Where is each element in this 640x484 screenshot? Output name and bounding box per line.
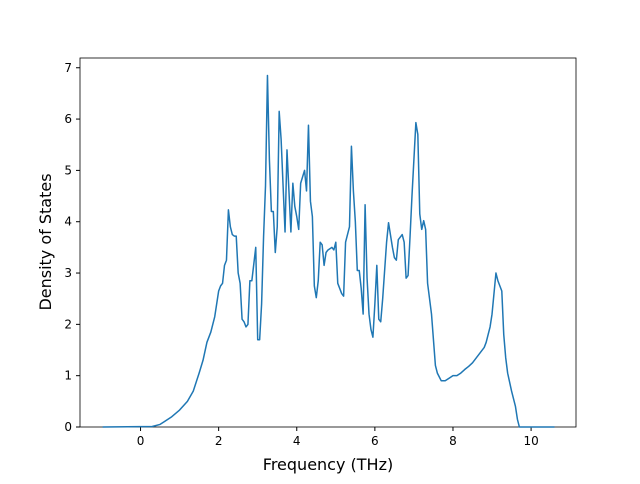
y-axis-label: Density of States bbox=[36, 173, 55, 310]
x-tick-label: 2 bbox=[215, 434, 223, 448]
y-tick-label: 7 bbox=[64, 61, 72, 75]
x-tick-label: 10 bbox=[523, 434, 538, 448]
x-tick-label: 4 bbox=[293, 434, 301, 448]
x-axis-label: Frequency (THz) bbox=[263, 455, 393, 474]
y-tick-label: 3 bbox=[64, 266, 72, 280]
x-tick-label: 6 bbox=[371, 434, 379, 448]
y-tick-label: 5 bbox=[64, 163, 72, 177]
data-line bbox=[102, 74, 555, 428]
y-tick-label: 0 bbox=[64, 420, 72, 434]
y-tick-label: 1 bbox=[64, 369, 72, 383]
y-tick-label: 4 bbox=[64, 215, 72, 229]
x-tick-label: 0 bbox=[137, 434, 145, 448]
y-tick-label: 2 bbox=[64, 317, 72, 331]
plot-frame bbox=[79, 57, 577, 428]
x-tick-label: 8 bbox=[449, 434, 457, 448]
y-tick-label: 6 bbox=[64, 112, 72, 126]
